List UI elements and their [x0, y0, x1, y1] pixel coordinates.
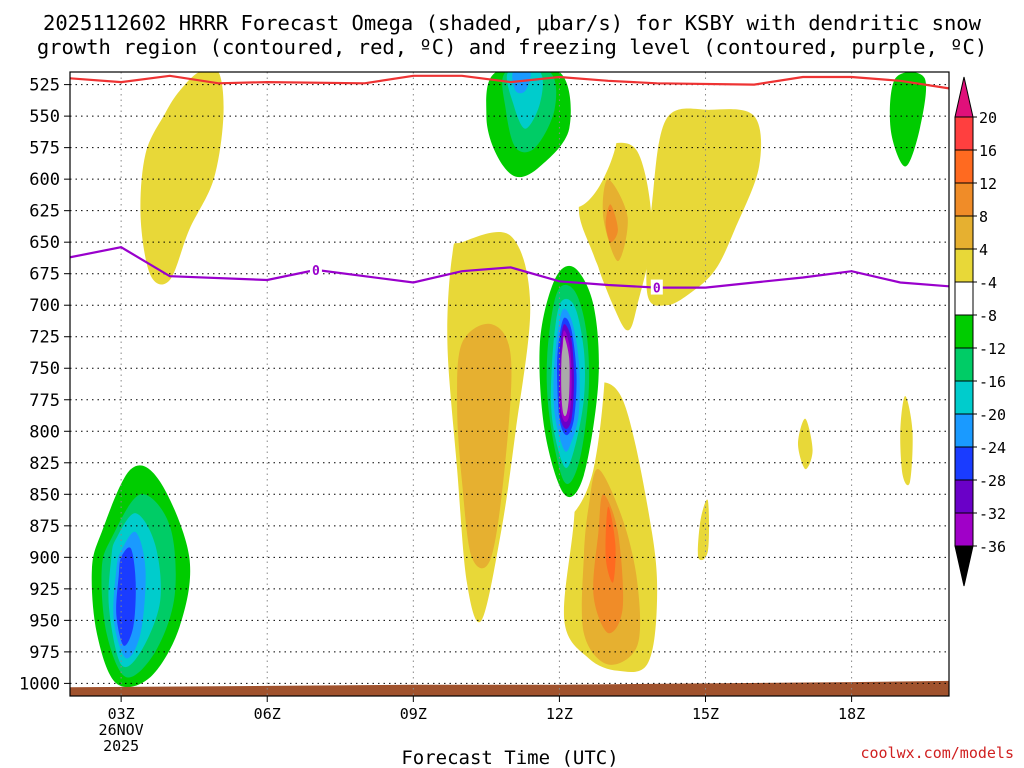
- x-year-label: 2025: [103, 737, 139, 755]
- x-tick-label-06Z: 06Z: [254, 705, 281, 723]
- freezing-level-line: [70, 246, 949, 289]
- colorbar-label-4: 4: [979, 241, 988, 259]
- colorbar-seg-2: [954, 149, 974, 184]
- colorbar-label-2: 12: [979, 175, 997, 193]
- colorbar-label-12: -32: [979, 505, 1006, 523]
- terrain-fill: [70, 680, 949, 696]
- omega-region-40: [943, 472, 949, 620]
- colorbar-seg-1: [954, 116, 974, 151]
- omega-region-2: [457, 323, 512, 569]
- colorbar-label-7: -12: [979, 340, 1006, 358]
- colorbar-seg-8: [954, 347, 974, 382]
- omega-region-37: [561, 336, 570, 417]
- plot-frame: [69, 71, 950, 697]
- omega-region-0: [140, 72, 224, 285]
- y-tick-label-850: 850: [29, 485, 60, 505]
- y-tick-label-800: 800: [29, 422, 60, 442]
- y-tick-label-775: 775: [29, 391, 60, 411]
- colorbar-label-11: -28: [979, 472, 1006, 490]
- colorbar-label-3: 8: [979, 208, 988, 226]
- chart-title-line1: 2025112602 HRRR Forecast Omega (shaded, …: [43, 11, 982, 35]
- y-tick-label-875: 875: [29, 517, 60, 537]
- y-tick-label-750: 750: [29, 359, 60, 379]
- colorbar-label-8: -16: [979, 373, 1006, 391]
- colorbar: 20 16 12 8 4 -4 -8 -12 -16 -20 -24 -28 -32 -36: [954, 76, 1006, 587]
- y-tick-label-675: 675: [29, 265, 60, 285]
- omega-region-12: [900, 396, 913, 486]
- colorbar-seg-6: [954, 281, 974, 316]
- x-tick-label-18Z: 18Z: [838, 705, 865, 723]
- omega-region-13: [697, 499, 710, 561]
- colorbar-label-0: 20: [979, 109, 997, 127]
- contour-lines-layer: 00: [70, 74, 949, 297]
- y-tick-label-575: 575: [29, 139, 60, 159]
- grid-layer: [70, 72, 949, 696]
- colorbar-seg-11: [954, 446, 974, 481]
- colorbar-seg-10: [954, 413, 974, 448]
- x-tick-label-12Z: 12Z: [546, 705, 573, 723]
- colorbar-label-9: -20: [979, 406, 1006, 424]
- colorbar-seg-4: [954, 215, 974, 250]
- y-tick-label-625: 625: [29, 202, 60, 222]
- y-tick-label-725: 725: [29, 328, 60, 348]
- pressure-axis: 525 550 575 600 625 650 675 700 725 750 775 800 825 8…: [19, 76, 70, 694]
- omega-region-39: [841, 423, 857, 490]
- y-tick-label-925: 925: [29, 580, 60, 600]
- omega-region-10: [646, 108, 762, 306]
- y-tick-label-550: 550: [29, 107, 60, 127]
- omega-region-26: [116, 547, 136, 646]
- freezing-label-bg-1: [650, 279, 663, 295]
- x-tick-label-03Z: 03Z: [108, 705, 135, 723]
- colorbar-seg-12: [954, 479, 974, 514]
- freezing-level-label-0: 0: [312, 264, 320, 279]
- colorbar-top-arrow: [954, 76, 974, 118]
- y-tick-label-700: 700: [29, 296, 60, 316]
- y-tick-label-650: 650: [29, 233, 60, 253]
- omega-region-27: [347, 354, 419, 622]
- x-tick-label-09Z: 09Z: [400, 705, 427, 723]
- credit-text: coolwx.com/models: [860, 744, 1014, 762]
- colorbar-bottom-arrow: [954, 545, 974, 587]
- colorbar-seg-13: [954, 512, 974, 547]
- y-tick-label-825: 825: [29, 454, 60, 474]
- omega-region-20: [889, 72, 927, 167]
- chart-title-line2: growth region (contoured, red, ºC) and f…: [37, 35, 987, 59]
- colorbar-seg-5: [954, 248, 974, 283]
- dgz-contour-line: [70, 74, 949, 90]
- y-tick-label-1000: 1000: [19, 674, 60, 694]
- omega-region-9: [605, 506, 616, 583]
- colorbar-seg-9: [954, 380, 974, 415]
- y-tick-label-975: 975: [29, 643, 60, 663]
- omega-region-38: [737, 504, 818, 631]
- freezing-level-label-1: 0: [653, 282, 661, 297]
- colorbar-label-1: 16: [979, 142, 997, 160]
- x-tick-label-15Z: 15Z: [692, 705, 719, 723]
- x-axis-label: Forecast Time (UTC): [401, 747, 618, 768]
- x-date-label: 26NOV: [99, 721, 144, 739]
- colorbar-label-6: -8: [979, 307, 997, 325]
- omega-region-18: [512, 72, 531, 94]
- omega-region-28: [500, 589, 545, 675]
- y-tick-label-600: 600: [29, 170, 60, 190]
- terrain-layer: [70, 680, 949, 696]
- y-tick-label-900: 900: [29, 548, 60, 568]
- colorbar-label-10: -24: [979, 439, 1006, 457]
- freezing-label-bg-0: [309, 261, 322, 277]
- y-tick-label-950: 950: [29, 611, 60, 631]
- y-tick-label-525: 525: [29, 76, 60, 96]
- colorbar-seg-3: [954, 182, 974, 217]
- colorbar-label-13: -36: [979, 538, 1006, 556]
- colorbar-seg-7: [954, 314, 974, 349]
- omega-region-5: [605, 204, 618, 243]
- colorbar-label-5: -4: [979, 274, 997, 292]
- omega-shading-layer: [81, 72, 949, 691]
